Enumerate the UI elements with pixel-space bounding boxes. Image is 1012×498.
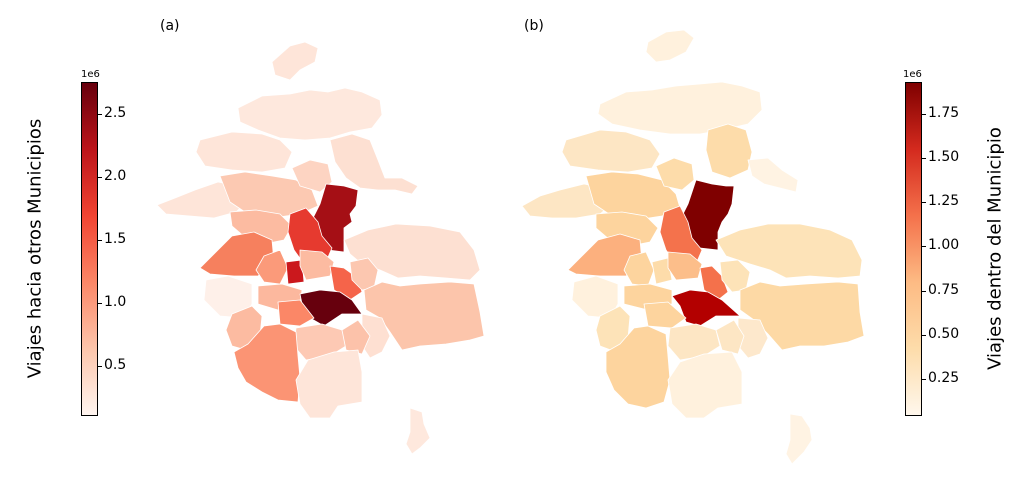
municipality [285, 259, 305, 285]
municipality [567, 233, 643, 277]
municipality [295, 349, 363, 419]
municipality [219, 171, 319, 219]
panel-a-label: (a) [160, 18, 180, 34]
municipality [643, 301, 687, 329]
colorbar-tick-mark [98, 303, 102, 304]
colorbar-tick-label: 0.50 [928, 326, 960, 342]
municipality [785, 413, 813, 465]
colorbar-tick-label: 1.00 [928, 237, 960, 253]
municipality [405, 407, 431, 455]
colorbar-tick-label: 2.0 [104, 168, 127, 184]
municipality [667, 323, 721, 361]
colorbar-tick-mark [922, 379, 926, 380]
municipality [667, 351, 743, 419]
municipality [651, 257, 673, 285]
colorbar-tick-label: 1.50 [928, 149, 960, 165]
colorbar-tick-mark [922, 202, 926, 203]
colorbar-tick-label: 0.5 [104, 357, 127, 373]
colorbar-a [81, 82, 98, 416]
municipality [195, 131, 293, 173]
colorbar-tick-mark [98, 114, 102, 115]
municipality [299, 249, 335, 281]
municipality [645, 29, 695, 63]
colorbar-tick-mark [922, 158, 926, 159]
municipality [271, 41, 319, 81]
map-a [156, 41, 485, 455]
municipality [747, 157, 799, 193]
colorbar-tick-mark [98, 366, 102, 367]
municipality [705, 123, 753, 179]
colorbar-a-exponent: 1e6 [81, 69, 100, 80]
municipality [341, 319, 371, 355]
colorbar-tick-mark [922, 335, 926, 336]
colorbar-tick-label: 1.5 [104, 231, 127, 247]
colorbar-tick-label: 0.75 [928, 282, 960, 298]
colorbar-tick-mark [98, 177, 102, 178]
municipality [667, 251, 703, 281]
colorbar-b-title: Viajes dentro del Municipio [984, 127, 1006, 370]
colorbar-b-exponent: 1e6 [903, 69, 922, 80]
panel-b-label: (b) [524, 18, 544, 34]
colorbar-tick-mark [922, 114, 926, 115]
colorbar-tick-label: 0.25 [928, 370, 960, 386]
colorbar-tick-mark [98, 240, 102, 241]
municipality [287, 207, 333, 265]
map-b [521, 29, 865, 465]
colorbar-tick-label: 1.25 [928, 193, 960, 209]
municipality [597, 81, 763, 135]
municipality [277, 299, 315, 327]
colorbar-b [905, 82, 922, 416]
municipality [561, 129, 661, 173]
municipality [715, 319, 745, 355]
colorbar-tick-label: 1.75 [928, 105, 960, 121]
municipality [671, 289, 741, 327]
municipality [329, 133, 419, 195]
colorbar-tick-label: 1.0 [104, 294, 127, 310]
colorbar-tick-label: 2.5 [104, 105, 127, 121]
municipality [199, 231, 275, 277]
municipality [237, 87, 383, 141]
municipality [655, 157, 695, 191]
municipality [715, 223, 863, 279]
colorbar-a-title: Viajes hacia otros Municipios [24, 118, 46, 379]
municipality [659, 205, 703, 265]
municipality [291, 159, 333, 193]
colorbar-tick-mark [922, 246, 926, 247]
colorbar-tick-mark [922, 291, 926, 292]
